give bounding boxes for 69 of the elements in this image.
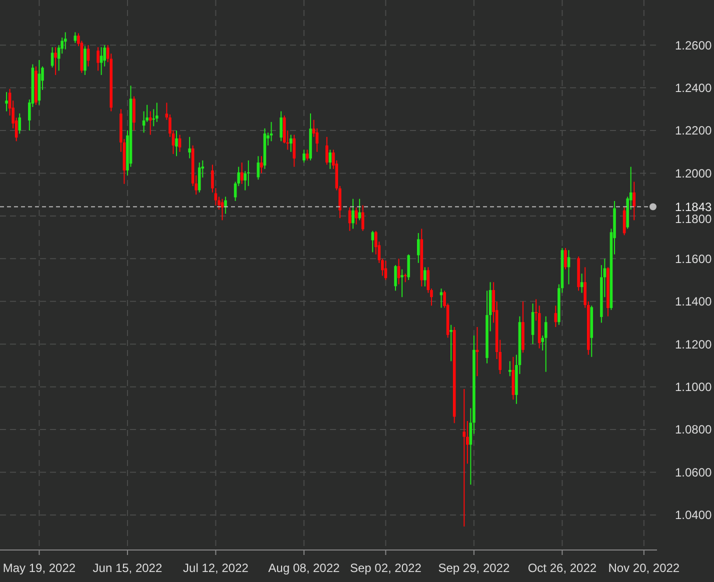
candlestick bbox=[198, 162, 201, 193]
candlestick bbox=[400, 268, 404, 298]
y-tick-label: 1.2600 bbox=[675, 38, 712, 52]
candlestick bbox=[508, 360, 512, 377]
x-tick-label: Jun 15, 2022 bbox=[92, 561, 162, 575]
x-tick-label: Sep 29, 2022 bbox=[438, 561, 510, 575]
candlestick bbox=[531, 303, 534, 345]
candlestick bbox=[462, 388, 466, 528]
candlestick bbox=[450, 324, 452, 362]
candlestick bbox=[132, 96, 136, 132]
candlestick bbox=[352, 198, 354, 230]
candlestick bbox=[424, 266, 426, 287]
candlestick bbox=[397, 258, 400, 285]
candlestick bbox=[100, 46, 103, 76]
candlestick bbox=[564, 247, 567, 270]
candlestick bbox=[290, 134, 292, 152]
candlestick bbox=[175, 130, 178, 157]
candlestick bbox=[270, 121, 273, 142]
candlestick bbox=[306, 149, 309, 161]
candlestick bbox=[155, 102, 158, 122]
candlestick bbox=[394, 264, 397, 292]
candlestick bbox=[328, 149, 332, 170]
y-tick-label: 1.2000 bbox=[675, 166, 712, 180]
y-tick-label: 1.2200 bbox=[675, 124, 712, 138]
candlestick bbox=[358, 198, 361, 221]
candlestick bbox=[354, 206, 358, 225]
x-tick-label: Jul 12, 2022 bbox=[183, 561, 249, 575]
candlestick bbox=[178, 134, 182, 152]
candlestick bbox=[440, 288, 443, 308]
x-tick-label: Oct 26, 2022 bbox=[528, 561, 597, 575]
candlestick bbox=[325, 136, 328, 166]
candlestick bbox=[148, 110, 152, 136]
candlestick bbox=[280, 110, 283, 142]
x-tick-label: Aug 08, 2022 bbox=[268, 561, 340, 575]
candlestick bbox=[554, 305, 558, 328]
candlestick bbox=[224, 196, 227, 214]
y-tick-label: 1.0600 bbox=[675, 465, 712, 480]
candlestick bbox=[84, 46, 86, 76]
candlestick bbox=[544, 316, 548, 372]
y-tick-label: 1.1400 bbox=[675, 294, 712, 309]
candlestick bbox=[302, 149, 306, 164]
y-tick-label: 1.0400 bbox=[675, 508, 712, 522]
y-tick-label: 1.1800 bbox=[675, 212, 712, 226]
candlestick bbox=[632, 181, 636, 221]
candlestick bbox=[86, 44, 90, 67]
x-tick-label: Sep 02, 2022 bbox=[350, 561, 422, 575]
candlestick bbox=[96, 46, 100, 72]
candlestick bbox=[240, 162, 244, 184]
candlestick bbox=[260, 156, 263, 174]
candlestick bbox=[580, 273, 584, 294]
x-tick-label: May 19, 2022 bbox=[2, 561, 76, 575]
y-tick-label: 1.1000 bbox=[675, 380, 712, 394]
candlestick bbox=[5, 92, 8, 112]
candlestick bbox=[407, 254, 410, 281]
candlestick bbox=[247, 160, 250, 187]
candlestick bbox=[416, 232, 420, 264]
candlestick bbox=[54, 46, 57, 76]
y-tick-label: 1.1200 bbox=[675, 337, 712, 352]
candlestick bbox=[18, 112, 22, 134]
ref-line-label: 1.1843 bbox=[675, 200, 712, 214]
y-tick-label: 1.2400 bbox=[675, 80, 712, 95]
x-tick-label: Nov 20, 2022 bbox=[608, 561, 680, 575]
candlestick bbox=[64, 32, 67, 50]
candlestick bbox=[74, 32, 77, 44]
candlestick bbox=[188, 136, 191, 159]
candlestick bbox=[256, 156, 260, 180]
y-tick-label: 1.1600 bbox=[675, 252, 712, 266]
y-tick-label: 1.0800 bbox=[675, 422, 712, 437]
candlestick bbox=[371, 230, 374, 253]
